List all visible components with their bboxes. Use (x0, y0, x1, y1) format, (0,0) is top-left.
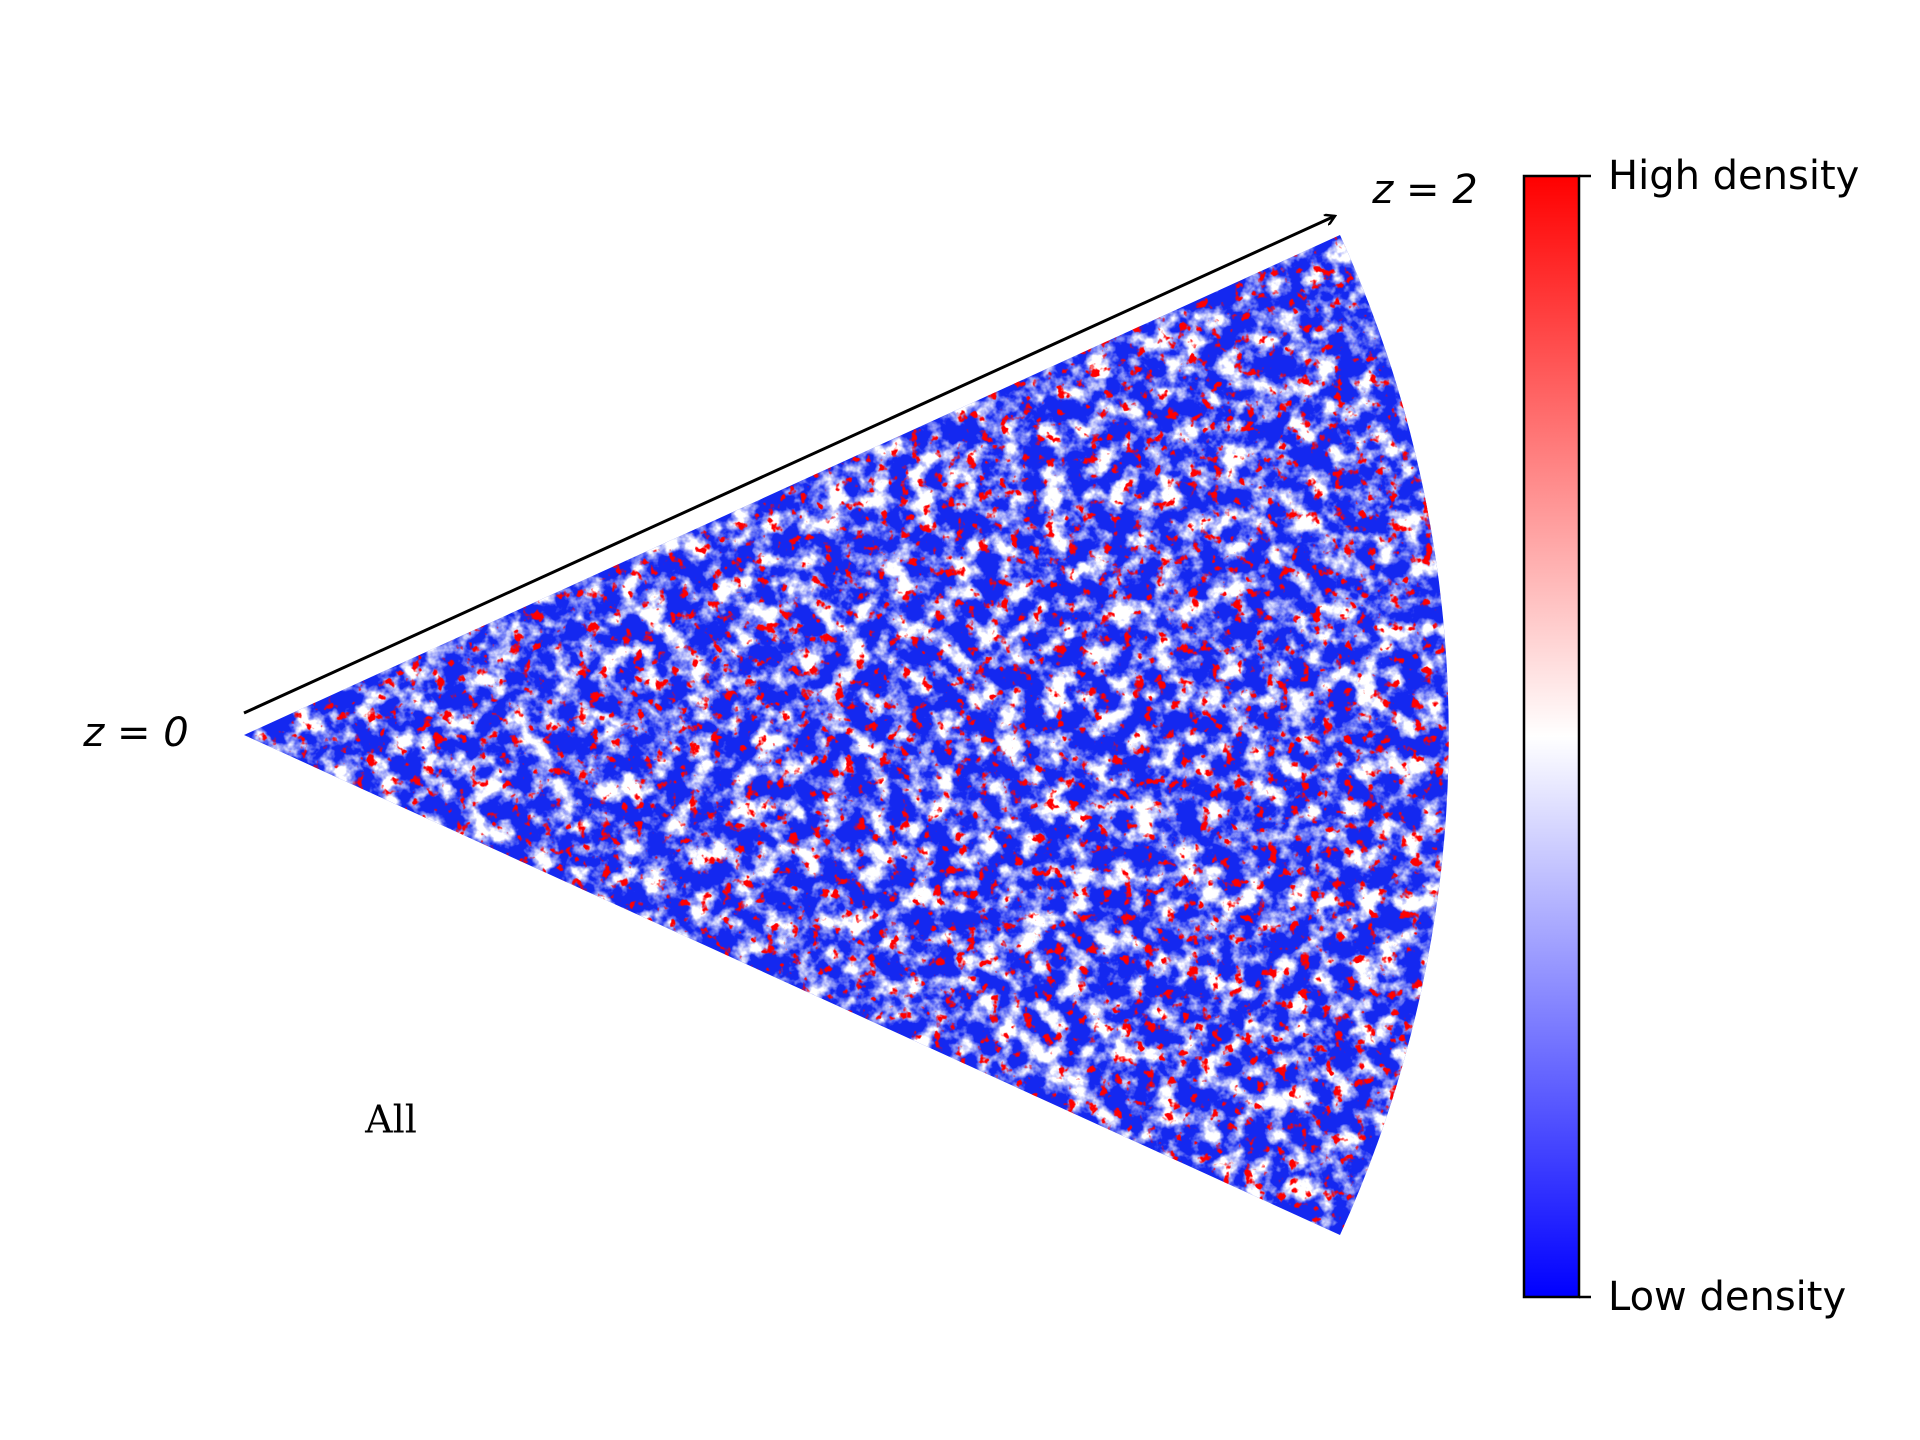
sample-label: All (364, 1098, 417, 1142)
colorbar-low-label: Low density (1608, 1274, 1846, 1320)
colorbar-scale (1522, 174, 1581, 1299)
colorbar: High density Low density (1522, 153, 1859, 1320)
z-start-label: z = 0 (82, 710, 188, 756)
redshift-arrow (243, 216, 1335, 715)
density-wedge (244, 235, 1449, 1235)
colorbar-high-label: High density (1608, 153, 1859, 199)
z-end-label: z = 2 (1371, 167, 1477, 213)
